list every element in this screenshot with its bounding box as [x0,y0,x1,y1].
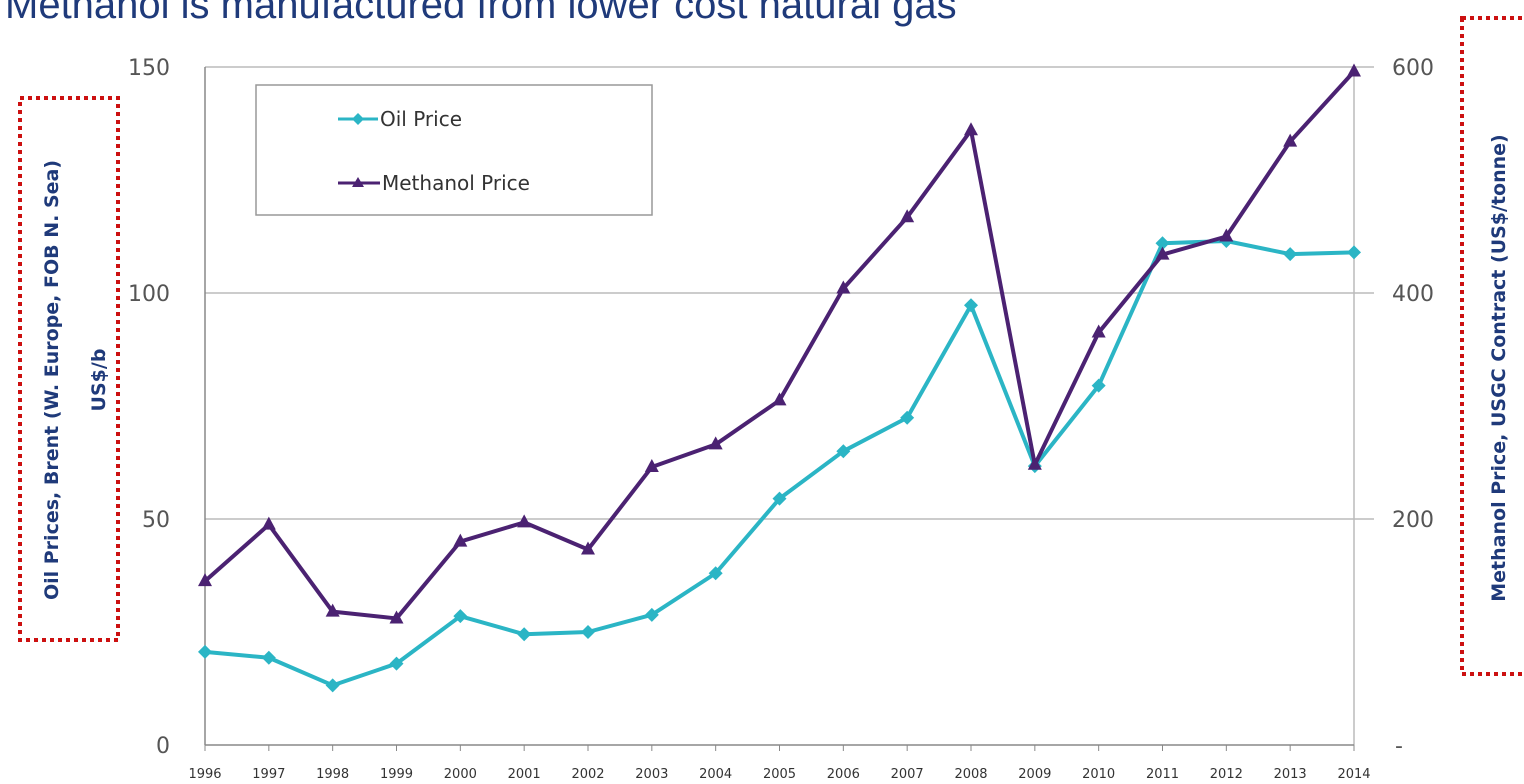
data-point [1283,247,1298,262]
y-left-axis-unit: US$/b [88,349,110,412]
series-oil-price [198,234,1361,693]
x-tick-label: 1996 [188,767,221,782]
x-tick-label: 2003 [635,767,668,782]
data-point [261,650,276,665]
x-tick-label: 2002 [571,767,604,782]
x-tick-label: 1999 [380,767,413,782]
data-point [453,533,468,547]
y-right-ticks: - 200 400 600 [1392,56,1434,759]
data-point [836,280,851,294]
x-tick-label: 2005 [763,767,796,782]
data-point [453,609,468,624]
legend-methanol-marker [352,177,364,187]
data-point [708,436,723,450]
right-axis-highlight-box [1460,16,1524,676]
data-point [198,644,212,659]
data-point [1219,228,1234,242]
series-methanol-price [198,63,1361,624]
x-tick-label: 2004 [699,767,732,782]
data-point [325,678,340,693]
data-point [644,459,659,473]
data-point [198,573,212,587]
y-left-ticks: 0 50 100 150 [128,56,170,759]
data-point [772,392,787,406]
data-point [964,122,978,136]
legend-methanol-label: Methanol Price [382,171,530,195]
x-tick-label: 2011 [1146,767,1179,782]
data-point [900,209,915,223]
gridlines [205,66,1374,520]
y-left-axis-title: Oil Prices, Brent (W. Europe, FOB N. Sea… [41,160,63,600]
data-point [517,627,532,642]
data-point [389,610,404,624]
x-tick-label: 2010 [1082,767,1115,782]
y-right-tick: 400 [1392,282,1434,307]
series-line [204,239,1355,688]
x-tick-label: 2006 [827,767,860,782]
data-point [1155,236,1170,251]
legend-box [255,84,653,216]
data-point [1091,324,1106,338]
x-tick-label: 2007 [891,767,924,782]
x-tick-label: 2000 [444,767,477,782]
x-tick-label: 2001 [508,767,541,782]
data-point [325,603,340,617]
x-tick-label: 2008 [954,767,987,782]
x-tick-label: 2009 [1018,767,1051,782]
y-right-axis-title: Methanol Price, USGC Contract (US$/tonne… [1488,134,1510,601]
data-point [1027,456,1042,470]
data-point [900,410,915,425]
data-point [1155,246,1170,260]
x-tick-label: 2013 [1274,767,1307,782]
legend: Oil Price Methanol Price [255,84,653,216]
y-left-tick: 150 [128,56,170,81]
x-ticks: 1996 1997 1998 1999 2000 2001 2002 2003 2004 2005… [188,745,1371,782]
data-point [964,298,978,313]
left-axis-highlight-box [18,96,120,642]
legend-oil-marker [352,113,364,125]
data-point [1347,245,1361,260]
data-point [644,607,659,622]
data-point [261,516,276,530]
y-left-tick: 0 [156,734,170,759]
x-tick-label: 1998 [316,767,349,782]
data-point [1283,133,1298,147]
legend-oil-label: Oil Price [380,107,462,131]
x-tick-label: 2014 [1337,767,1370,782]
y-right-tick: - [1395,734,1403,759]
data-point [517,514,532,528]
y-right-tick: 200 [1392,508,1434,533]
y-right-tick: 600 [1392,56,1434,81]
data-point [389,656,404,671]
x-tick-label: 2012 [1210,767,1243,782]
data-point [1091,378,1106,393]
data-point [708,566,723,581]
data-point [1347,63,1361,77]
y-left-tick: 50 [142,508,170,533]
x-tick-label: 1997 [252,767,285,782]
y-left-tick: 100 [128,282,170,307]
data-point [581,541,595,555]
chart-title: Methanol is manufactured from lower cost… [5,0,957,27]
data-point [772,491,787,506]
data-point [836,444,851,459]
data-point [581,625,595,639]
